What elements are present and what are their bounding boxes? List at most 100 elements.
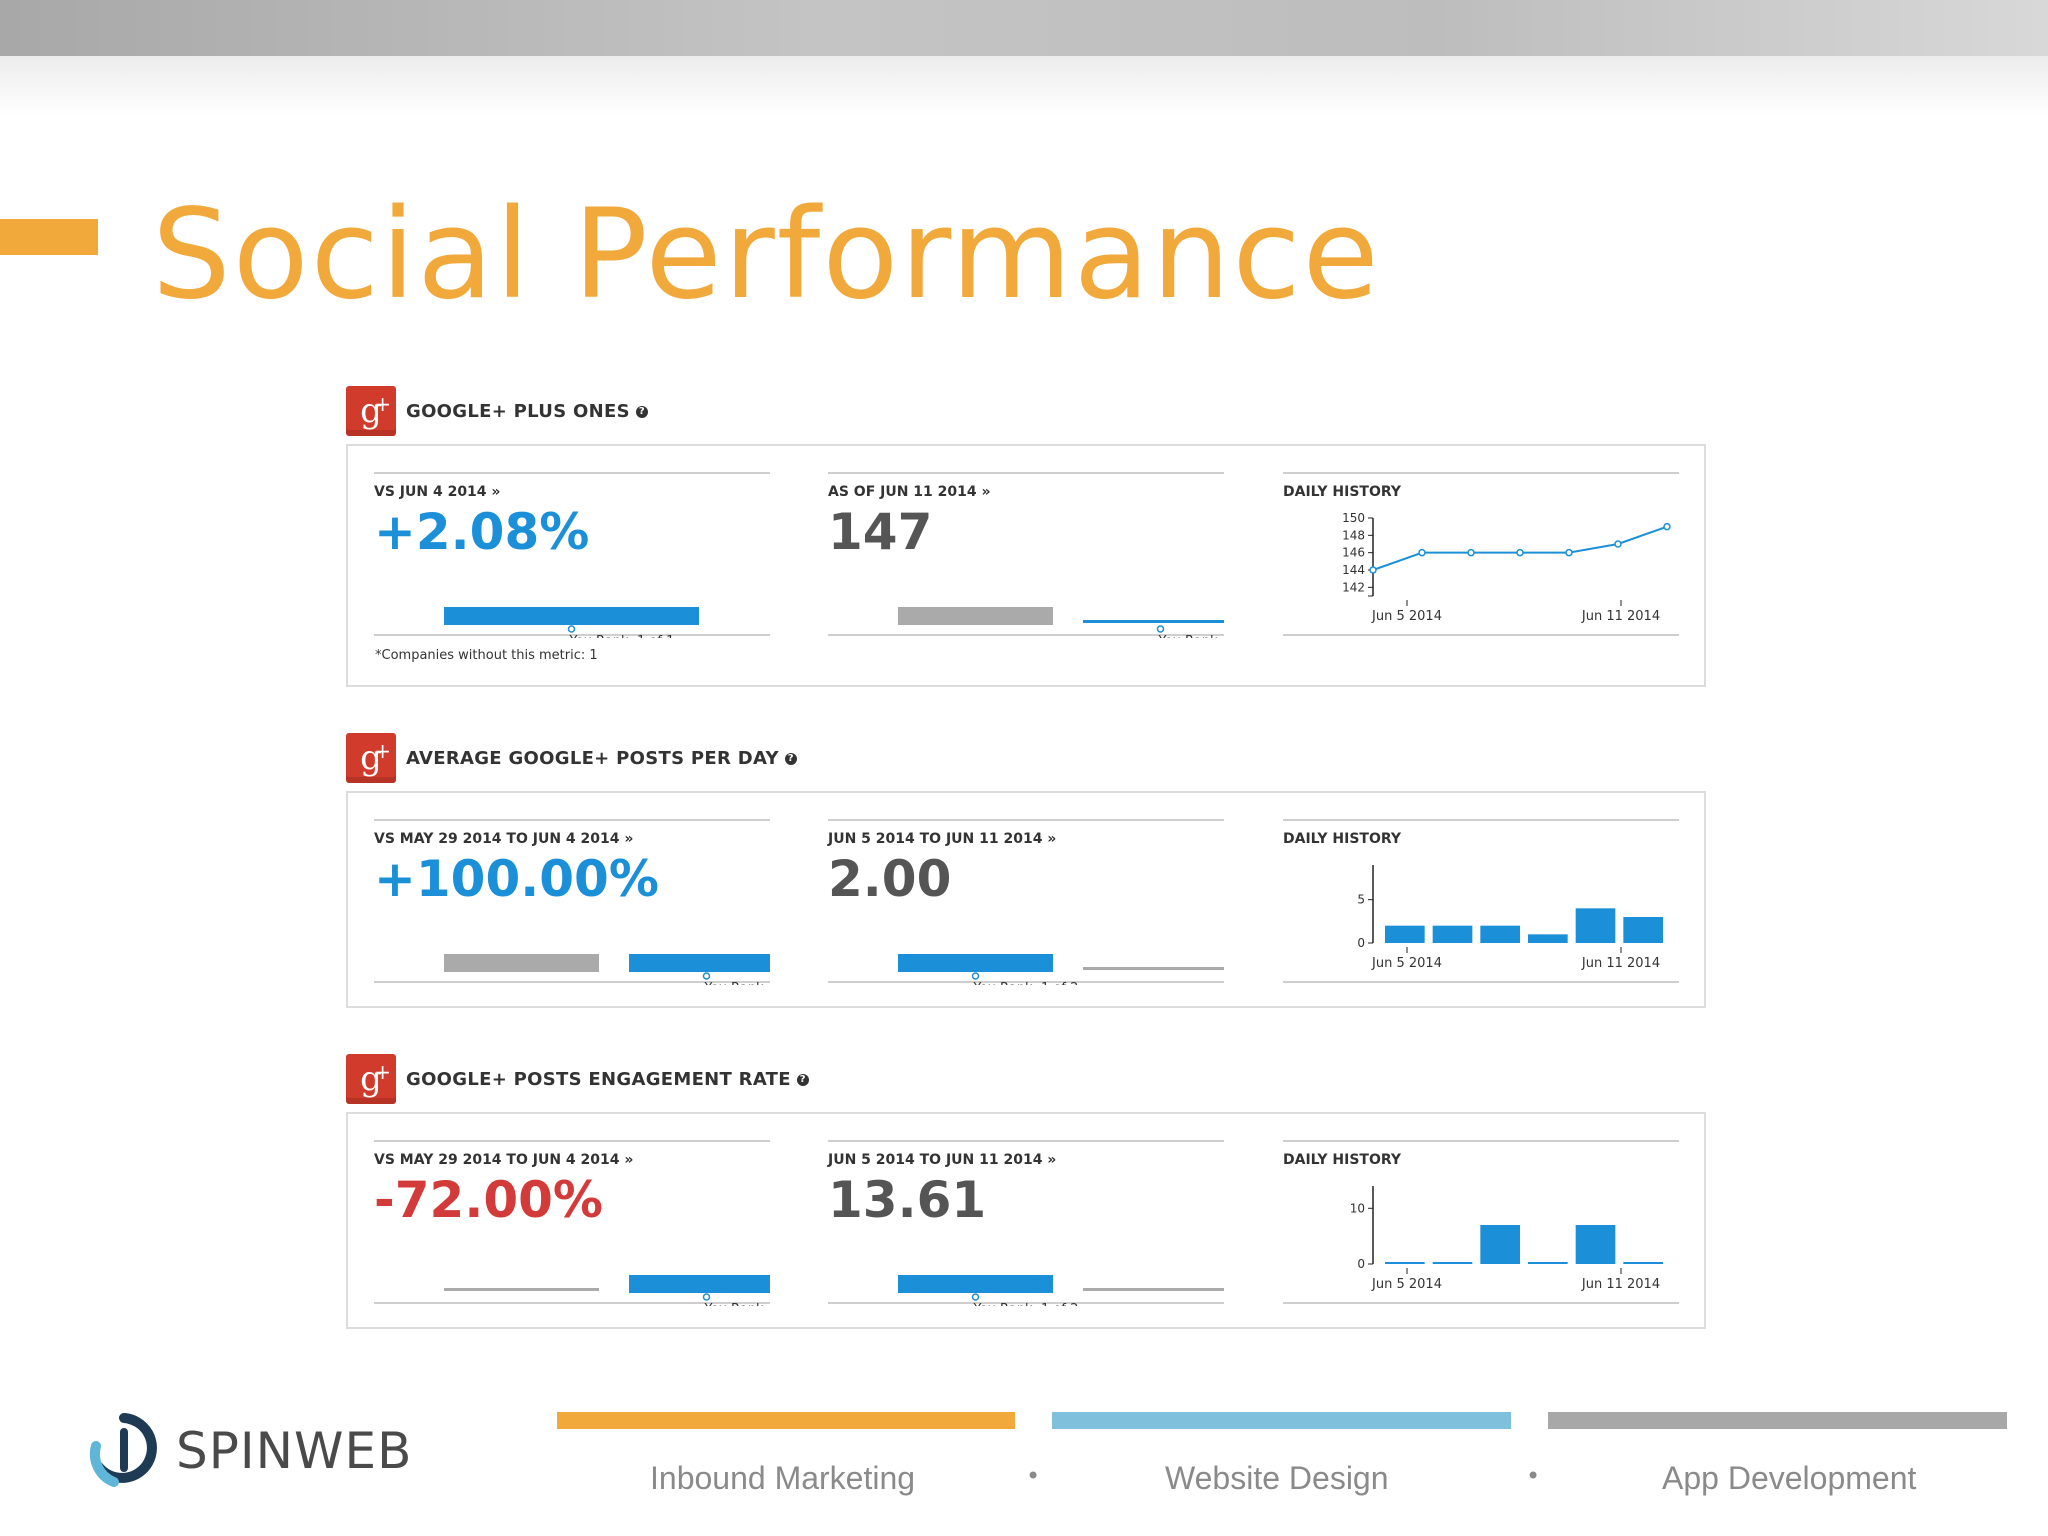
- history-bar: [1385, 925, 1425, 943]
- daily-history-cell: DAILY HISTORY 142 144 146 148 150 Jun 5 2014 Ju…: [1283, 472, 1679, 636]
- metric-panel-engagement-rate: VS MAY 29 2014 TO JUN 4 2014 » -72.00% You…: [346, 1112, 1706, 1329]
- metric-panel-posts-per-day: VS MAY 29 2014 TO JUN 4 2014 » +100.00% Yo…: [346, 791, 1706, 1008]
- rank-bar-chart: You Rank: 1 of 2: [898, 954, 1224, 985]
- service-label-app[interactable]: App Development: [1662, 1460, 1917, 1496]
- page-title: Social Performance: [152, 183, 1381, 327]
- rank-bar: [444, 1288, 599, 1291]
- history-bar: [1528, 934, 1568, 943]
- x-tick-label: Jun 11 2014: [1581, 1277, 1660, 1292]
- history-point: [1516, 548, 1524, 557]
- history-line: [1372, 525, 1668, 571]
- rank-bar-chart: You Rank: 2 of 2: [444, 954, 771, 985]
- y-tick-label: 144: [1342, 563, 1365, 577]
- rank-bar-chart: You Rank: 1 of 1: [444, 607, 699, 638]
- current-value-cell: JUN 5 2014 TO JUN 11 2014 » 13.61 You Rank…: [828, 1140, 1224, 1306]
- metric-period-label[interactable]: VS JUN 4 2014 »: [374, 484, 501, 500]
- history-bar: [1623, 917, 1663, 943]
- y-tick-label: 10: [1350, 1201, 1365, 1215]
- rank-bar-chart: You Rank: 2 of 2: [898, 607, 1224, 638]
- help-icon[interactable]: ?: [784, 752, 797, 765]
- rank-bar: [898, 1275, 1053, 1293]
- history-point: [1418, 548, 1426, 557]
- rank-bar-chart: You Rank: 1 of 2: [898, 1275, 1224, 1306]
- google-plus-icon: g +: [346, 733, 396, 783]
- rank-marker: [702, 972, 711, 980]
- daily-history-chart: 142 144 146 148 150 Jun 5 2014 Jun 11 2014: [1342, 511, 1671, 624]
- service-bar-website: [1052, 1412, 1511, 1429]
- daily-history-chart: 0 5 Jun 5 2014 Jun 11 2014: [1357, 865, 1663, 971]
- section-header-posts-per-day: g + AVERAGE GOOGLE+ POSTS PER DAY?: [346, 733, 797, 783]
- y-tick-label: 0: [1357, 1257, 1365, 1271]
- top-shadow: [0, 56, 2048, 116]
- history-bar: [1528, 1262, 1568, 1264]
- metric-period-label[interactable]: VS MAY 29 2014 TO JUN 4 2014 »: [374, 831, 634, 847]
- history-point: [1467, 548, 1475, 557]
- section-header-plus-ones: g + GOOGLE+ PLUS ONES?: [346, 386, 648, 436]
- metric-period-label[interactable]: JUN 5 2014 TO JUN 11 2014 »: [828, 831, 1057, 847]
- rank-bar: [1083, 620, 1224, 623]
- top-band: [0, 0, 2048, 56]
- percent-change-value: +2.08%: [374, 503, 590, 561]
- current-value-cell: AS OF JUN 11 2014 » 147 You Rank: 2 of 2: [828, 472, 1224, 638]
- rank-marker: [971, 972, 980, 980]
- daily-history-chart: 0 10 Jun 5 2014 Jun 11 2014: [1350, 1186, 1663, 1292]
- daily-history-label: DAILY HISTORY: [1283, 1152, 1402, 1168]
- rank-bar: [1083, 967, 1224, 970]
- companies-footnote: *Companies without this metric: 1: [375, 648, 598, 663]
- rank-text: You Rank: 2 of 2: [704, 1302, 771, 1306]
- rank-bar: [629, 1275, 770, 1293]
- history-bar: [1623, 1262, 1663, 1264]
- service-bar-app: [1548, 1412, 2007, 1429]
- metric-value: 147: [828, 503, 933, 561]
- history-bar: [1575, 1225, 1616, 1264]
- rank-bar: [898, 607, 1053, 625]
- title-accent-bar: [0, 219, 98, 255]
- service-label-website[interactable]: Website Design: [1165, 1460, 1389, 1496]
- y-tick-label: 0: [1357, 936, 1365, 950]
- daily-history-cell: DAILY HISTORY 0 5 Jun 5 2014 Jun 11 2014: [1283, 819, 1679, 983]
- help-icon[interactable]: ?: [796, 1073, 809, 1086]
- y-tick-label: 150: [1342, 511, 1365, 525]
- metric-panel-plus-ones: VS JUN 4 2014 » +2.08% You Rank: 1 of 1 AS …: [346, 444, 1706, 687]
- rank-text: You Rank: 1 of 2: [973, 981, 1079, 985]
- history-bar: [1432, 925, 1473, 943]
- percent-change-value: +100.00%: [374, 850, 659, 908]
- rank-bar: [444, 954, 599, 972]
- history-point: [1614, 540, 1622, 548]
- percent-change-value: -72.00%: [374, 1171, 604, 1229]
- x-tick-label: Jun 11 2014: [1581, 609, 1660, 624]
- history-bar: [1432, 1262, 1473, 1264]
- metric-period-label[interactable]: AS OF JUN 11 2014 »: [828, 484, 991, 500]
- metric-value: 2.00: [828, 850, 952, 908]
- rank-marker: [567, 625, 576, 633]
- service-label-inbound[interactable]: Inbound Marketing: [650, 1460, 916, 1496]
- x-tick-label: Jun 5 2014: [1371, 1277, 1442, 1292]
- section-header-engagement-rate: g + GOOGLE+ POSTS ENGAGEMENT RATE?: [346, 1054, 809, 1104]
- metric-period-label[interactable]: VS MAY 29 2014 TO JUN 4 2014 »: [374, 1152, 634, 1168]
- rank-marker: [702, 1293, 711, 1301]
- rank-text: You Rank: 1 of 2: [973, 1302, 1079, 1306]
- service-bar-inbound: [557, 1412, 1015, 1429]
- separator-dot: •: [1026, 1462, 1041, 1490]
- rank-bar: [444, 607, 699, 625]
- y-tick-label: 148: [1342, 528, 1365, 542]
- comparison-cell: VS MAY 29 2014 TO JUN 4 2014 » +100.00% Yo…: [374, 819, 771, 985]
- rank-marker: [971, 1293, 980, 1301]
- section-title: AVERAGE GOOGLE+ POSTS PER DAY?: [406, 748, 797, 769]
- metric-period-label[interactable]: JUN 5 2014 TO JUN 11 2014 »: [828, 1152, 1057, 1168]
- daily-history-label: DAILY HISTORY: [1283, 484, 1402, 500]
- y-tick-label: 146: [1342, 546, 1365, 560]
- current-value-cell: JUN 5 2014 TO JUN 11 2014 » 2.00 You Rank:…: [828, 819, 1224, 985]
- google-plus-icon: g +: [346, 1054, 396, 1104]
- history-bar: [1480, 1225, 1520, 1264]
- comparison-cell: VS JUN 4 2014 » +2.08% You Rank: 1 of 1: [374, 472, 770, 638]
- rank-bar-chart: You Rank: 2 of 2: [444, 1275, 771, 1306]
- history-point: [1565, 548, 1573, 557]
- daily-history-label: DAILY HISTORY: [1283, 831, 1402, 847]
- y-tick-label: 5: [1357, 893, 1365, 907]
- daily-history-cell: DAILY HISTORY 0 10 Jun 5 2014 Jun 11 2014: [1283, 1140, 1679, 1304]
- rank-text: You Rank: 2 of 2: [704, 981, 771, 985]
- metric-value: 13.61: [828, 1171, 987, 1229]
- help-icon[interactable]: ?: [635, 405, 648, 418]
- x-tick-label: Jun 5 2014: [1371, 609, 1442, 624]
